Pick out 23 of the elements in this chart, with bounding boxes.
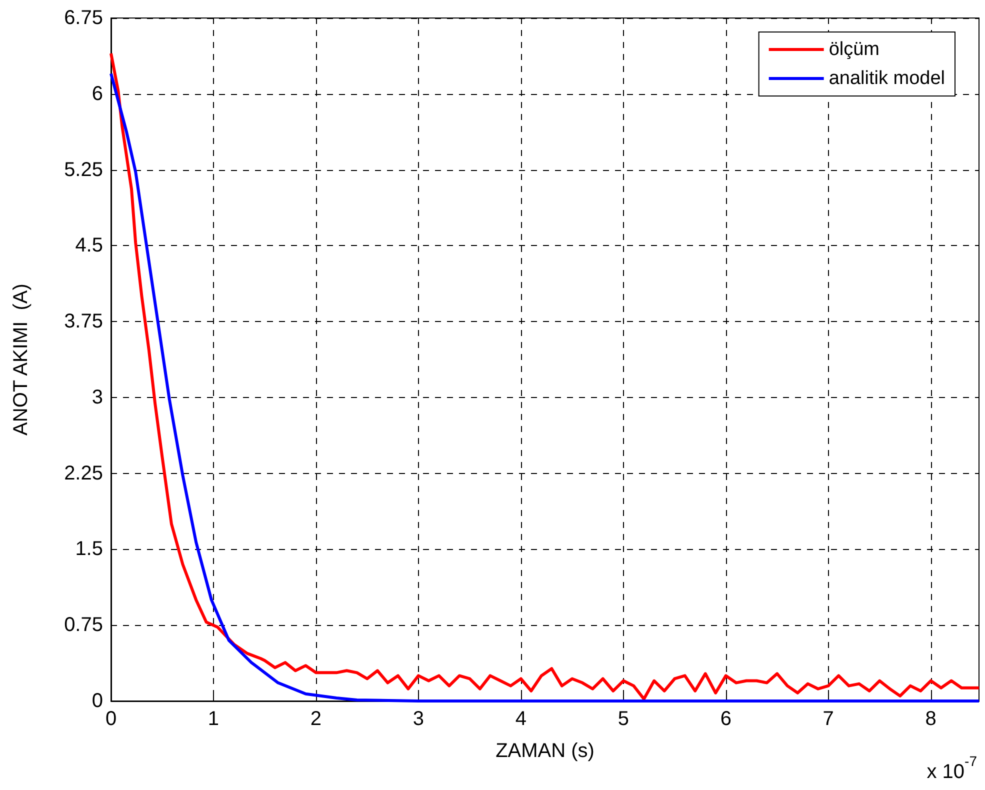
y-tick-label: 0.75 [64,614,103,636]
legend-label: analitik model [828,68,945,89]
y-axis-title: ANOT AKIMI (A) [10,284,32,436]
y-tick-label: 4.5 [75,234,103,257]
x-tick-label: 3 [412,708,424,730]
x-tick-label: 7 [822,708,834,730]
x-tick-label: 8 [925,708,936,730]
y-tick-label: 3.75 [64,310,103,333]
y-tick-label: 3 [92,386,103,408]
x-axis-title: ZAMAN (s) [496,740,594,762]
y-tick-label: 2.25 [64,462,103,484]
y-tick-label: 6.75 [64,7,103,29]
y-tick-label: 0 [92,690,103,712]
y-tick-label: 5.25 [64,158,103,181]
legend-label: ölçüm [828,39,880,60]
y-tick-label: 1.5 [75,538,103,560]
x-tick-label: 2 [310,708,322,730]
x-tick-label: 5 [618,708,629,730]
x-tick-label: 4 [515,708,526,730]
x-tick-label: 6 [720,708,732,730]
y-tick-label: 6 [92,82,103,105]
x-tick-label: 0 [105,708,117,730]
x-tick-label: 1 [208,708,220,730]
